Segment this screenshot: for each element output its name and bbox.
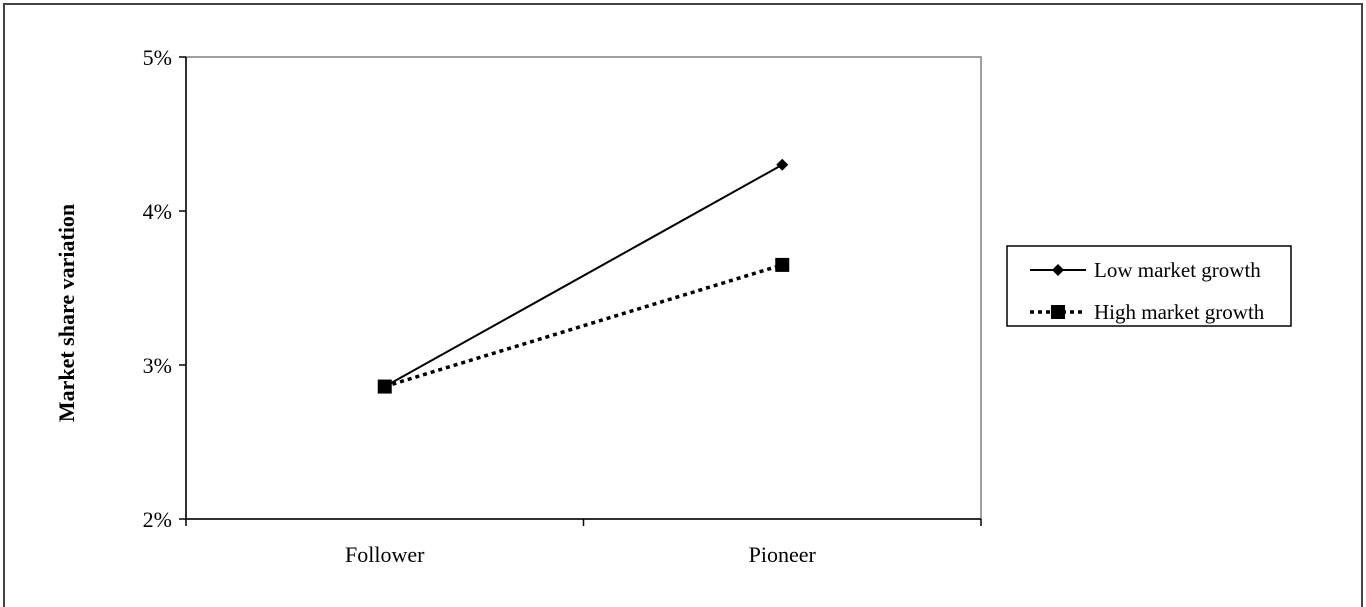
point-diamond: [1052, 264, 1064, 276]
point-square: [377, 379, 392, 394]
series: [377, 257, 790, 394]
point-square: [1051, 305, 1065, 319]
legend: Low market growth High market growth: [1006, 245, 1292, 327]
y-tick-label: 2%: [143, 507, 172, 532]
legend-label: High market growth: [1094, 300, 1265, 324]
y-tick-label: 5%: [143, 45, 172, 70]
legend-entry: High market growth: [1030, 300, 1265, 324]
y-tick-label: 4%: [143, 199, 172, 224]
legend-entry: Low market growth: [1030, 258, 1261, 282]
axes: 2% 3% 4% 5% Follower Pioneer: [143, 45, 982, 567]
y-axis-label: Market share variation: [54, 204, 79, 422]
series-line: [384, 163, 783, 388]
point-square: [775, 257, 790, 272]
x-tick-label: Pioneer: [749, 542, 817, 567]
x-tick-label: Follower: [345, 542, 425, 567]
series-layer: [377, 158, 790, 394]
y-tick-label: 3%: [143, 353, 172, 378]
series-line: [384, 263, 783, 389]
point-diamond: [776, 158, 789, 171]
legend-label: Low market growth: [1094, 258, 1261, 282]
plot-area: [185, 56, 982, 520]
